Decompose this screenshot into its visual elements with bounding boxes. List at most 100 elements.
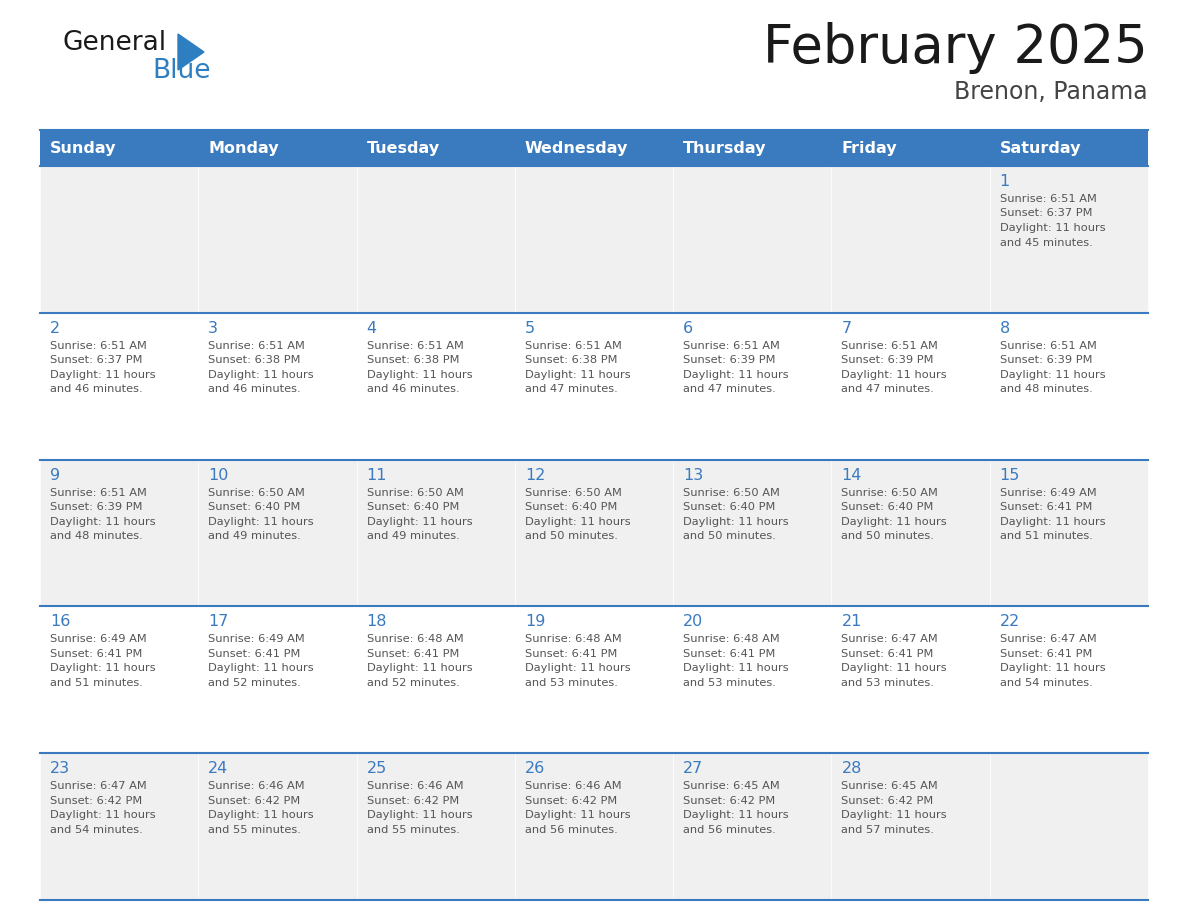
Text: Sunrise: 6:46 AM: Sunrise: 6:46 AM <box>208 781 305 791</box>
Bar <box>674 130 832 166</box>
Text: Sunset: 6:39 PM: Sunset: 6:39 PM <box>841 355 934 365</box>
Text: Daylight: 11 hours: Daylight: 11 hours <box>367 664 472 674</box>
Text: Sunset: 6:41 PM: Sunset: 6:41 PM <box>208 649 301 659</box>
Text: 28: 28 <box>841 761 861 777</box>
Bar <box>674 313 832 460</box>
Text: 16: 16 <box>50 614 70 630</box>
Text: and 50 minutes.: and 50 minutes. <box>841 532 934 541</box>
Text: Sunset: 6:37 PM: Sunset: 6:37 PM <box>1000 208 1092 218</box>
Text: Friday: Friday <box>841 140 897 155</box>
Text: Sunset: 6:38 PM: Sunset: 6:38 PM <box>367 355 459 365</box>
Text: Sunrise: 6:48 AM: Sunrise: 6:48 AM <box>683 634 779 644</box>
Text: Sunset: 6:37 PM: Sunset: 6:37 PM <box>50 355 143 365</box>
Text: Daylight: 11 hours: Daylight: 11 hours <box>1000 223 1105 233</box>
Text: 20: 20 <box>683 614 703 630</box>
Text: 21: 21 <box>841 614 861 630</box>
Bar <box>514 166 674 313</box>
Text: 15: 15 <box>1000 467 1020 483</box>
Text: February 2025: February 2025 <box>763 22 1148 74</box>
Text: 6: 6 <box>683 320 694 336</box>
Text: General: General <box>62 30 166 56</box>
Text: Sunset: 6:41 PM: Sunset: 6:41 PM <box>841 649 934 659</box>
Text: 5: 5 <box>525 320 535 336</box>
Text: Sunset: 6:41 PM: Sunset: 6:41 PM <box>50 649 143 659</box>
Bar <box>990 313 1148 460</box>
Text: 3: 3 <box>208 320 219 336</box>
Text: Sunrise: 6:51 AM: Sunrise: 6:51 AM <box>50 341 147 351</box>
Bar <box>356 130 514 166</box>
Text: Daylight: 11 hours: Daylight: 11 hours <box>50 370 156 380</box>
Text: 7: 7 <box>841 320 852 336</box>
Text: and 56 minutes.: and 56 minutes. <box>683 824 776 834</box>
Text: Sunset: 6:41 PM: Sunset: 6:41 PM <box>525 649 618 659</box>
Text: and 46 minutes.: and 46 minutes. <box>50 385 143 395</box>
Text: Daylight: 11 hours: Daylight: 11 hours <box>50 811 156 820</box>
Text: Daylight: 11 hours: Daylight: 11 hours <box>208 517 314 527</box>
Text: Sunrise: 6:46 AM: Sunrise: 6:46 AM <box>367 781 463 791</box>
Bar <box>990 166 1148 313</box>
Text: and 50 minutes.: and 50 minutes. <box>683 532 776 541</box>
Text: Sunrise: 6:49 AM: Sunrise: 6:49 AM <box>50 634 147 644</box>
Text: 23: 23 <box>50 761 70 777</box>
Text: Daylight: 11 hours: Daylight: 11 hours <box>50 664 156 674</box>
Text: Sunrise: 6:49 AM: Sunrise: 6:49 AM <box>1000 487 1097 498</box>
Text: and 51 minutes.: and 51 minutes. <box>50 677 143 688</box>
Bar <box>674 166 832 313</box>
Text: Sunset: 6:38 PM: Sunset: 6:38 PM <box>525 355 618 365</box>
Text: Daylight: 11 hours: Daylight: 11 hours <box>50 517 156 527</box>
Text: and 45 minutes.: and 45 minutes. <box>1000 238 1093 248</box>
Text: and 47 minutes.: and 47 minutes. <box>525 385 618 395</box>
Text: Sunday: Sunday <box>50 140 116 155</box>
Text: 13: 13 <box>683 467 703 483</box>
Bar <box>990 460 1148 607</box>
Bar <box>674 460 832 607</box>
Text: 14: 14 <box>841 467 861 483</box>
Bar <box>832 313 990 460</box>
Text: Daylight: 11 hours: Daylight: 11 hours <box>525 811 631 820</box>
Text: Sunrise: 6:50 AM: Sunrise: 6:50 AM <box>367 487 463 498</box>
Text: Sunrise: 6:47 AM: Sunrise: 6:47 AM <box>841 634 939 644</box>
Text: Sunset: 6:41 PM: Sunset: 6:41 PM <box>367 649 459 659</box>
Text: and 49 minutes.: and 49 minutes. <box>208 532 301 541</box>
Bar <box>40 460 198 607</box>
Bar <box>356 313 514 460</box>
Bar <box>990 753 1148 900</box>
Text: Monday: Monday <box>208 140 279 155</box>
Bar <box>198 166 356 313</box>
Bar <box>514 753 674 900</box>
Bar <box>40 313 198 460</box>
Text: 12: 12 <box>525 467 545 483</box>
Text: Daylight: 11 hours: Daylight: 11 hours <box>525 517 631 527</box>
Text: Sunset: 6:39 PM: Sunset: 6:39 PM <box>683 355 776 365</box>
Bar <box>514 130 674 166</box>
Text: Daylight: 11 hours: Daylight: 11 hours <box>208 811 314 820</box>
Text: and 53 minutes.: and 53 minutes. <box>683 677 776 688</box>
Text: Sunrise: 6:50 AM: Sunrise: 6:50 AM <box>683 487 781 498</box>
Text: 9: 9 <box>50 467 61 483</box>
Text: Daylight: 11 hours: Daylight: 11 hours <box>1000 517 1105 527</box>
Text: Tuesday: Tuesday <box>367 140 440 155</box>
Text: and 54 minutes.: and 54 minutes. <box>1000 677 1093 688</box>
Text: Daylight: 11 hours: Daylight: 11 hours <box>1000 664 1105 674</box>
Text: and 53 minutes.: and 53 minutes. <box>841 677 934 688</box>
Text: and 50 minutes.: and 50 minutes. <box>525 532 618 541</box>
Text: 17: 17 <box>208 614 228 630</box>
Text: Sunset: 6:40 PM: Sunset: 6:40 PM <box>683 502 776 512</box>
Text: Thursday: Thursday <box>683 140 766 155</box>
Text: Sunrise: 6:50 AM: Sunrise: 6:50 AM <box>208 487 305 498</box>
Text: Daylight: 11 hours: Daylight: 11 hours <box>683 517 789 527</box>
Text: 1: 1 <box>1000 174 1010 189</box>
Text: Sunset: 6:40 PM: Sunset: 6:40 PM <box>367 502 459 512</box>
Bar <box>40 130 198 166</box>
Text: Sunrise: 6:50 AM: Sunrise: 6:50 AM <box>841 487 939 498</box>
Text: Daylight: 11 hours: Daylight: 11 hours <box>367 811 472 820</box>
Text: Sunrise: 6:45 AM: Sunrise: 6:45 AM <box>683 781 779 791</box>
Bar <box>198 753 356 900</box>
Bar <box>832 460 990 607</box>
Text: Sunrise: 6:51 AM: Sunrise: 6:51 AM <box>50 487 147 498</box>
Text: Sunset: 6:42 PM: Sunset: 6:42 PM <box>208 796 301 806</box>
Text: and 54 minutes.: and 54 minutes. <box>50 824 143 834</box>
Text: 19: 19 <box>525 614 545 630</box>
Text: Sunset: 6:42 PM: Sunset: 6:42 PM <box>50 796 143 806</box>
Text: Sunrise: 6:51 AM: Sunrise: 6:51 AM <box>1000 341 1097 351</box>
